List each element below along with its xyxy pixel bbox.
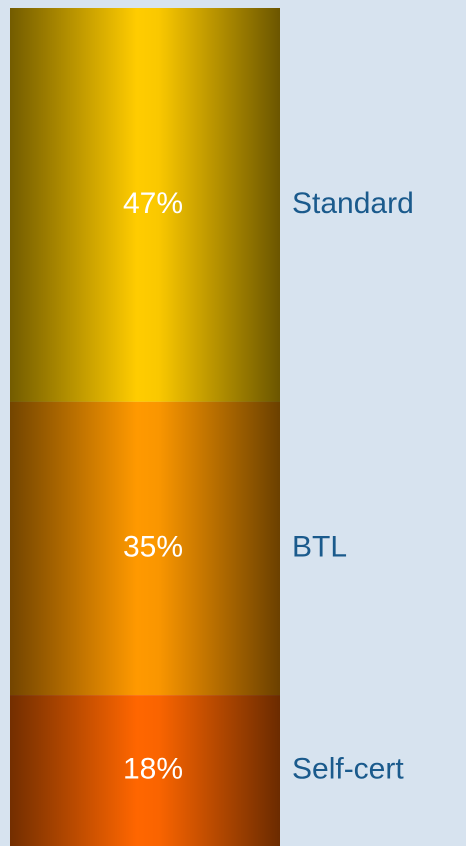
data-label: 18% <box>123 753 183 786</box>
bar-stack <box>10 8 280 846</box>
series-label: BTL <box>292 530 347 563</box>
series-label: Standard <box>292 187 414 220</box>
labels: 47% Standard 35% BTL 18% Self-cert <box>123 187 414 786</box>
series-label: Self-cert <box>292 753 404 786</box>
data-label: 47% <box>123 187 183 220</box>
data-label: 35% <box>123 530 183 563</box>
